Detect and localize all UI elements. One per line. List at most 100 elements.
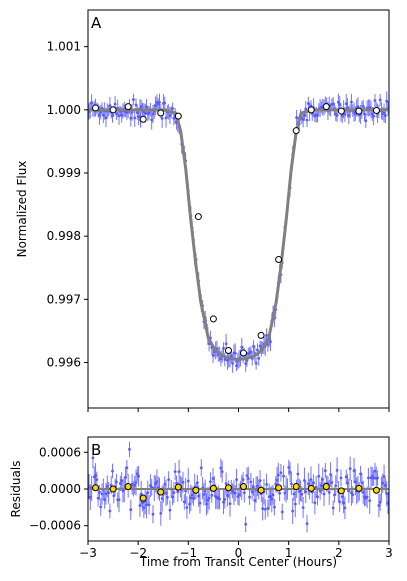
raw-point bbox=[295, 116, 299, 119]
raw-point bbox=[168, 114, 172, 117]
raw-point bbox=[378, 500, 382, 504]
binned-point bbox=[292, 127, 300, 135]
raw-point bbox=[151, 112, 155, 116]
raw-point bbox=[361, 490, 365, 494]
panel-b-residuals: −3 −2 −1 0 1 2 3 −0.0006 0.0000 0.0006 B Residua… bbox=[9, 436, 393, 569]
raw-point bbox=[292, 492, 296, 496]
panel-b-y-axis-label: Residuals bbox=[9, 461, 23, 518]
raw-point bbox=[348, 467, 352, 471]
raw-point bbox=[160, 117, 164, 120]
raw-point bbox=[364, 119, 368, 123]
y-tick-label: 1.000 bbox=[47, 103, 81, 117]
raw-point bbox=[195, 481, 199, 485]
binned-point bbox=[337, 107, 345, 115]
raw-point bbox=[224, 342, 228, 346]
raw-point bbox=[296, 472, 300, 476]
raw-point bbox=[330, 481, 334, 484]
binned-point bbox=[355, 107, 363, 115]
raw-point bbox=[143, 111, 147, 115]
raw-point bbox=[95, 478, 99, 482]
raw-point bbox=[231, 362, 235, 365]
raw-point bbox=[209, 480, 212, 484]
raw-point bbox=[382, 475, 386, 478]
raw-point bbox=[99, 110, 103, 114]
raw-point bbox=[103, 498, 107, 501]
binned-point bbox=[109, 485, 117, 493]
raw-point bbox=[265, 483, 268, 486]
raw-point bbox=[100, 492, 104, 496]
raw-point bbox=[279, 471, 283, 475]
raw-point bbox=[336, 100, 340, 104]
binned-point bbox=[157, 109, 165, 117]
binned-point bbox=[224, 484, 232, 492]
raw-point bbox=[192, 496, 195, 500]
binned-point bbox=[307, 106, 315, 114]
raw-point bbox=[188, 502, 191, 506]
raw-point bbox=[257, 357, 261, 360]
raw-point bbox=[177, 470, 181, 474]
raw-point bbox=[228, 502, 232, 506]
x-tick-label: −3 bbox=[79, 546, 97, 560]
x-tick-label: 1 bbox=[285, 546, 293, 560]
raw-point bbox=[313, 501, 317, 505]
raw-point bbox=[287, 466, 291, 469]
raw-point bbox=[211, 477, 215, 480]
raw-point bbox=[314, 485, 318, 489]
raw-point bbox=[252, 345, 255, 348]
raw-point bbox=[373, 99, 377, 102]
raw-point bbox=[171, 107, 174, 110]
raw-point bbox=[219, 466, 223, 470]
raw-point bbox=[327, 491, 331, 494]
panel-b-x-ticks: −3 −2 −1 0 1 2 3 bbox=[79, 541, 393, 560]
raw-point bbox=[235, 478, 238, 481]
raw-point bbox=[154, 482, 157, 486]
raw-point bbox=[261, 507, 265, 511]
y-tick-label: 0.0006 bbox=[39, 445, 81, 459]
raw-point bbox=[198, 501, 202, 505]
raw-point bbox=[240, 345, 244, 349]
raw-point bbox=[182, 500, 186, 504]
raw-point bbox=[129, 116, 133, 120]
raw-point bbox=[342, 501, 346, 505]
raw-point bbox=[333, 493, 336, 497]
raw-point bbox=[137, 115, 141, 119]
raw-point bbox=[190, 493, 194, 497]
raw-point bbox=[96, 496, 100, 500]
raw-point bbox=[197, 494, 201, 498]
raw-point bbox=[171, 495, 174, 499]
raw-point bbox=[137, 474, 141, 478]
raw-point bbox=[141, 501, 144, 504]
raw-point bbox=[275, 478, 279, 482]
raw-point bbox=[222, 500, 225, 504]
raw-point bbox=[150, 118, 154, 122]
raw-point bbox=[205, 502, 208, 506]
raw-point bbox=[139, 492, 143, 496]
binned-point bbox=[157, 488, 165, 496]
raw-point bbox=[316, 114, 319, 118]
raw-point bbox=[344, 102, 348, 106]
panel-b-binned-points bbox=[92, 483, 380, 502]
raw-point bbox=[237, 493, 241, 496]
raw-point bbox=[218, 497, 221, 501]
raw-point bbox=[164, 491, 168, 495]
binned-point bbox=[209, 484, 217, 492]
raw-point bbox=[246, 477, 250, 481]
binned-point bbox=[292, 483, 300, 491]
raw-point bbox=[147, 503, 151, 507]
raw-point bbox=[133, 483, 137, 487]
raw-point bbox=[101, 113, 105, 117]
raw-point bbox=[120, 479, 124, 483]
panel-b-label: B bbox=[91, 441, 101, 459]
raw-point bbox=[270, 497, 274, 501]
raw-point bbox=[353, 480, 357, 484]
raw-point bbox=[145, 503, 148, 507]
binned-point bbox=[307, 484, 315, 492]
raw-point bbox=[111, 114, 114, 117]
raw-point bbox=[365, 495, 369, 499]
raw-point bbox=[189, 496, 193, 500]
panel-b-y-ticks: −0.0006 0.0000 0.0006 bbox=[29, 445, 88, 533]
raw-point bbox=[158, 101, 161, 104]
x-tick-label: 3 bbox=[385, 546, 393, 560]
raw-point bbox=[173, 470, 177, 474]
raw-point bbox=[282, 474, 285, 478]
